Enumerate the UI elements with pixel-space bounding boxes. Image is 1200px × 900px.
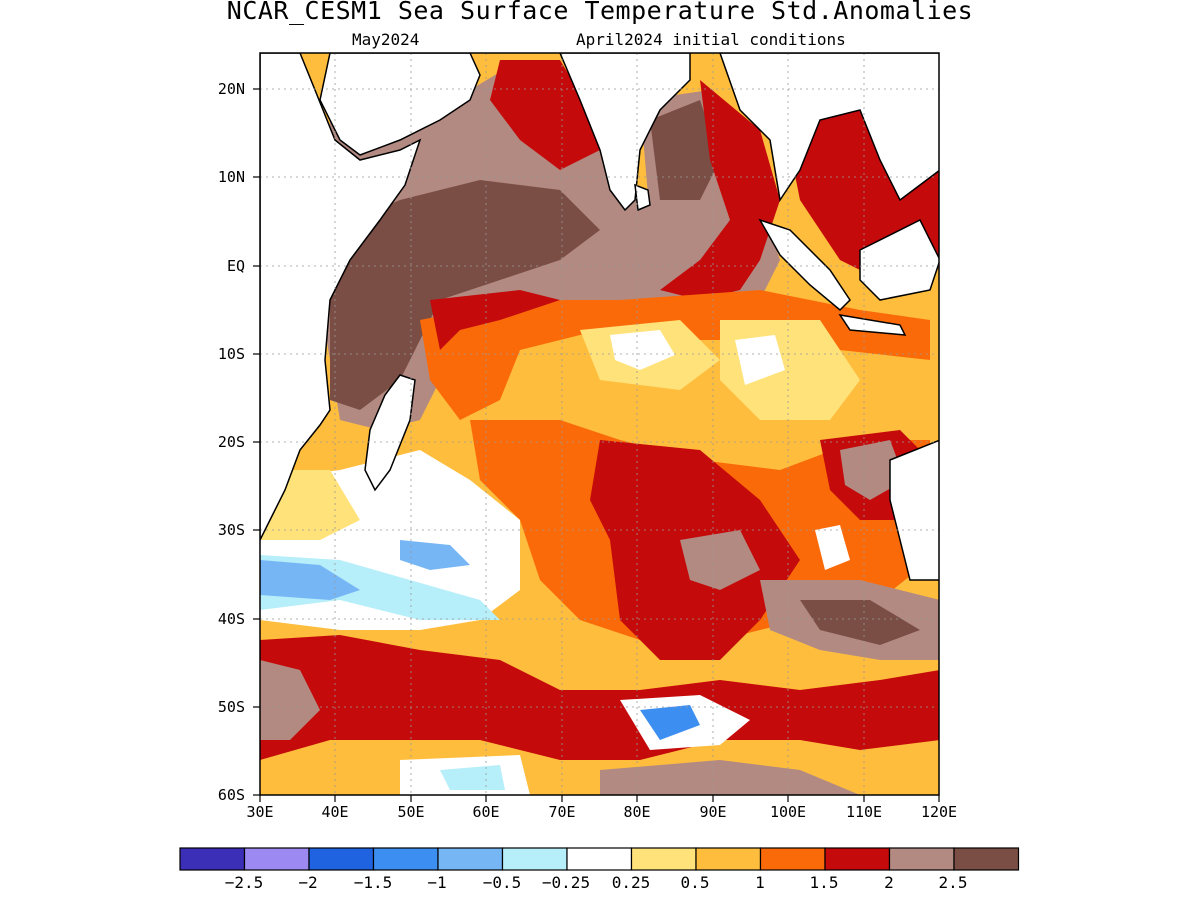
colorbar-label: −1 (427, 873, 447, 892)
lon-label-100e: 100E (769, 803, 807, 821)
africa-land (260, 53, 422, 541)
colorbar-swatch (566, 847, 633, 871)
colorbar-label: −1.5 (353, 873, 393, 892)
anomaly-region-south-darkbrown (800, 600, 920, 645)
anomaly-region-central-brown (680, 530, 760, 590)
lon-label-80e: 80E (623, 803, 651, 821)
colorbar-swatch (824, 847, 891, 871)
colorbar-swatch (243, 847, 310, 871)
lon-label-120e: 120E (920, 803, 958, 821)
colorbar-swatch (888, 847, 955, 871)
map-frame (259, 52, 940, 796)
java-land (838, 313, 907, 336)
lat-label-60s: 60S (217, 786, 245, 804)
lat-label-eq: EQ (226, 257, 245, 275)
lon-label-40e: 40E (321, 803, 349, 821)
forecast-month: May2024 (352, 30, 420, 49)
lon-label-50e: 50E (397, 803, 425, 821)
southeast-asia-land (719, 53, 939, 202)
anomaly-region-east-brown (840, 440, 905, 500)
colorbar-label: 1 (755, 873, 765, 892)
anomaly-region-west-eq (330, 180, 600, 410)
anomaly-region-red-band (490, 60, 600, 170)
anomaly-region-bottom-lightblue (440, 765, 505, 790)
colorbar-label: 0.5 (680, 873, 710, 892)
colorbar-label: −2 (298, 873, 318, 892)
anomaly-region-sw-blue-2 (400, 540, 470, 570)
india-land (559, 53, 691, 212)
anomaly-region-bay-red (660, 80, 780, 300)
lon-label-70e: 70E (548, 803, 576, 821)
lat-label-10n: 10N (217, 168, 245, 186)
colorbar-swatch (695, 847, 762, 871)
grid-lines (260, 53, 939, 795)
colorbar-swatch (953, 847, 1020, 871)
madagascar-land (364, 374, 416, 492)
colorbar-label: −0.25 (541, 873, 591, 892)
lat-label-40s: 40S (217, 610, 245, 628)
anomaly-region-sw-brown (260, 660, 320, 740)
colorbar (179, 847, 1020, 871)
colorbar-swatch (759, 847, 826, 871)
lat-label-50s: 50S (217, 698, 245, 716)
colorbar-label: −2.5 (224, 873, 264, 892)
sri-lanka-land (634, 183, 651, 212)
anomaly-region-bay-dark (650, 100, 720, 200)
sumatra-land (758, 218, 851, 312)
initial-conditions-label: April2024 initial conditions (576, 30, 846, 49)
anomaly-region-east-white (815, 525, 850, 570)
colorbar-swatch (372, 847, 439, 871)
lat-label-20n: 20N (217, 80, 245, 98)
borneo-land (859, 218, 939, 301)
anomaly-region-white-2 (735, 335, 785, 385)
anomaly-region-eq-red (430, 290, 560, 350)
anomaly-region-south-blue (640, 705, 700, 740)
colorbar-label: 2 (884, 873, 894, 892)
lon-label-30e: 30E (246, 803, 274, 821)
arabia-land (319, 53, 481, 156)
colorbar-swatch (308, 847, 375, 871)
lon-label-60e: 60E (472, 803, 500, 821)
lat-label-10s: 10S (217, 345, 245, 363)
land (260, 53, 939, 581)
australia-land (889, 439, 939, 581)
colorbar-label: 1.5 (809, 873, 839, 892)
anomaly-region-sw-blue (260, 560, 360, 600)
colorbar-swatch (179, 847, 246, 871)
lon-label-90e: 90E (699, 803, 727, 821)
colorbar-swatch (630, 847, 697, 871)
colorbar-label: −0.5 (482, 873, 522, 892)
colorbar-label: 0.25 (611, 873, 651, 892)
lat-label-30s: 30S (217, 521, 245, 539)
anomaly-region-south-red (260, 635, 939, 760)
colorbar-swatch (437, 847, 504, 871)
colorbar-swatch (501, 847, 568, 871)
map-title: NCAR_CESM1 Sea Surface Temperature Std.A… (226, 0, 974, 25)
lon-label-110e: 110E (845, 803, 883, 821)
axis-ticks (253, 88, 940, 802)
colorbar-label: 2.5 (938, 873, 968, 892)
anomaly-region-bottom-brown (600, 760, 860, 795)
lat-label-20s: 20S (217, 433, 245, 451)
anomaly-region-white-1 (610, 330, 675, 370)
